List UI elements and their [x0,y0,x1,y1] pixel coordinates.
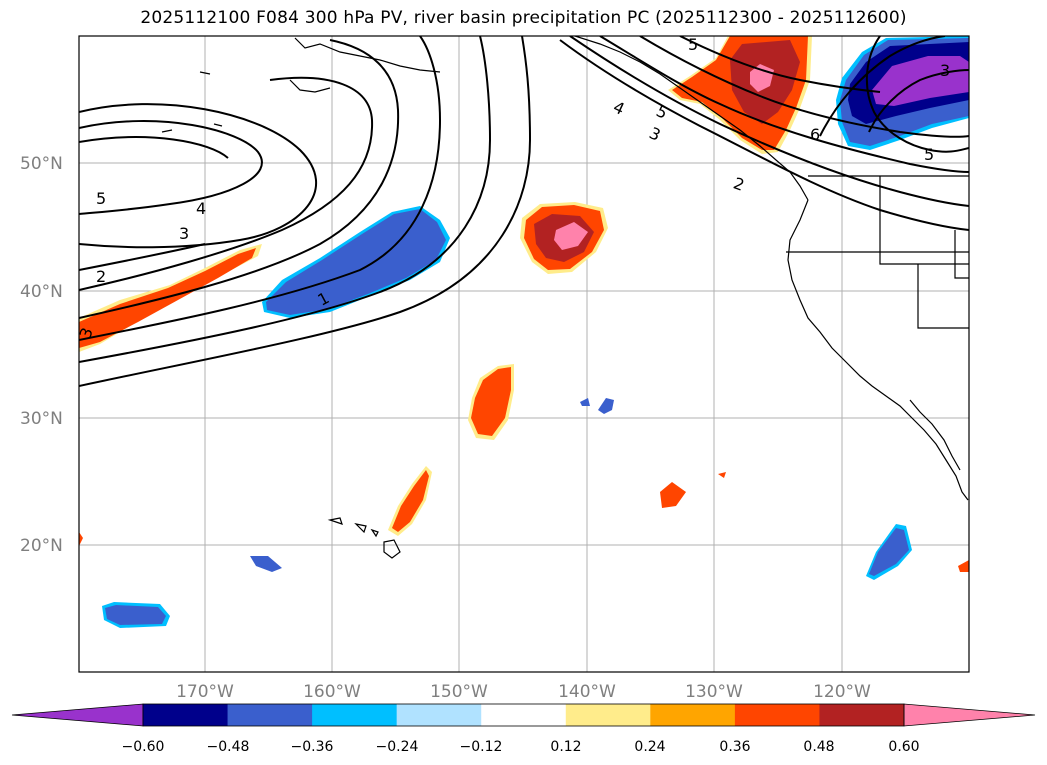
lon-label-120w: 120°W [813,682,871,702]
contour-label: 5 [96,189,106,208]
lon-label-130w: 130°W [685,682,743,702]
colorbar-tick-label: −0.24 [376,739,419,755]
contour-label: 3 [179,224,189,243]
negative-precipitation-areas [102,36,969,628]
lat-label-50n: 50°N [20,154,63,174]
colorbar-tick-label: 0.24 [634,739,665,755]
colorbar-tick-label: −0.12 [460,739,503,755]
colorbar-segment [650,704,736,726]
map-background [79,36,969,672]
colorbar: −0.60 −0.48 −0.36 −0.24 −0.12 0.12 0.24 … [11,703,1036,755]
lon-label-150w: 150°W [430,682,488,702]
colorbar-segment [565,704,651,726]
map-frame [78,35,970,673]
colorbar-segment [819,704,905,726]
lat-label-40n: 40°N [20,282,63,302]
contour-label: 5 [924,145,934,164]
colorbar-tick-label: 0.36 [719,739,750,755]
colorbar-tick-label: −0.60 [122,739,165,755]
colorbar-segment [143,704,229,726]
colorbar-segment [312,704,398,726]
pv-contours [79,36,969,387]
colorbar-tick-label: 0.48 [803,739,834,755]
colorbar-tick-label: −0.48 [207,739,250,755]
longitude-labels: 170°W 160°W 150°W 140°W 130°W 120°W [176,682,871,702]
colorbar-segment [734,704,820,726]
colorbar-extend-min [11,703,144,727]
colorbar-tick-label: 0.60 [888,739,919,755]
contour-label: 3 [940,61,950,80]
contour-label: 5 [688,35,698,54]
lon-label-170w: 170°W [176,682,234,702]
lat-label-20n: 20°N [20,536,63,556]
colorbar-tick-label: 0.12 [550,739,581,755]
latitude-labels: 50°N 40°N 30°N 20°N [20,154,63,556]
lon-label-140w: 140°W [558,682,616,702]
map-title: 2025112100 F084 300 hPa PV, river basin … [140,8,907,28]
lon-label-160w: 160°W [303,682,361,702]
contour-label: 6 [810,125,820,144]
colorbar-extend-max [903,703,1036,727]
contour-label: 2 [96,267,106,286]
lat-label-30n: 30°N [20,409,63,429]
colorbar-segment [227,704,313,726]
graticule [79,36,969,672]
colorbar-segment [481,704,567,726]
colorbar-tick-label: −0.36 [291,739,334,755]
colorbar-segment [396,704,482,726]
contour-label: 4 [196,199,206,218]
